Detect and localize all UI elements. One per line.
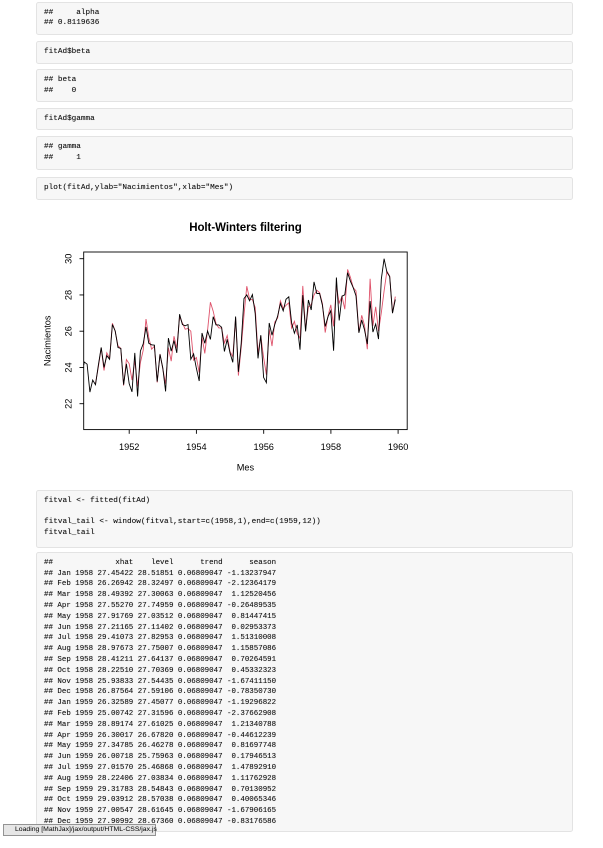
svg-text:24: 24 <box>63 362 73 372</box>
svg-text:22: 22 <box>63 398 73 408</box>
svg-text:1954: 1954 <box>186 442 206 452</box>
svg-text:1952: 1952 <box>119 442 139 452</box>
svg-text:1958: 1958 <box>321 442 341 452</box>
svg-text:1956: 1956 <box>253 442 273 452</box>
svg-text:Nacimientos: Nacimientos <box>43 315 53 366</box>
svg-text:28: 28 <box>63 289 73 299</box>
svg-text:Holt-Winters filtering: Holt-Winters filtering <box>189 222 302 234</box>
svg-text:30: 30 <box>63 253 73 263</box>
svg-text:1960: 1960 <box>388 442 408 452</box>
svg-text:Mes: Mes <box>237 462 255 472</box>
svg-text:26: 26 <box>63 326 73 336</box>
